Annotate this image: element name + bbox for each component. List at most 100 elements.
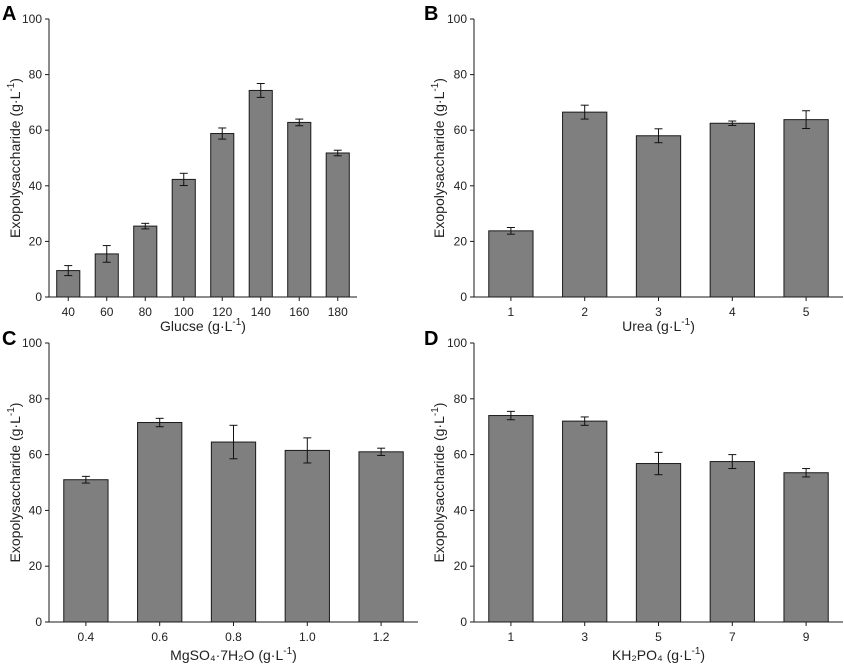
x-tick-label: 5 bbox=[655, 630, 662, 644]
y-tick-label: 0 bbox=[460, 290, 467, 304]
y-tick-label: 40 bbox=[29, 179, 43, 193]
x-tick-label: 1.2 bbox=[373, 630, 390, 644]
x-tick-label: 80 bbox=[139, 305, 153, 319]
bar bbox=[133, 225, 158, 298]
x-axis-title: Glucse (g·L-1) bbox=[160, 317, 246, 334]
bar bbox=[635, 135, 682, 298]
bar bbox=[562, 420, 608, 623]
y-axis-title-close: ) bbox=[7, 403, 23, 408]
x-tick-label: 3 bbox=[655, 305, 662, 319]
y-tick-label: 0 bbox=[35, 290, 42, 304]
panel-label: D bbox=[424, 328, 438, 350]
panel-label: A bbox=[2, 3, 16, 25]
y-axis-title: Exopolysaccharide (g·L-1) bbox=[6, 78, 23, 238]
x-tick-label: 5 bbox=[803, 305, 810, 319]
x-axis-title-superscript: -1 bbox=[232, 317, 241, 328]
y-tick-label: 40 bbox=[454, 503, 468, 517]
panel-c: C 0 20 40 60 80 100 0.4 0.6 0.8 1.0 1.2 MgSO₄·7H₂O (… bbox=[2, 328, 418, 663]
bar bbox=[358, 451, 404, 623]
y-axis-title-superscript: -1 bbox=[430, 407, 441, 416]
bar bbox=[325, 152, 350, 298]
x-axis-title-superscript: -1 bbox=[692, 646, 701, 657]
x-tick-label: 9 bbox=[803, 630, 810, 644]
y-axis-title-close: ) bbox=[431, 78, 447, 83]
x-tick-label: 1 bbox=[508, 630, 515, 644]
panel-a: A 0 20 40 60 80 100 40 60 80 100 120 140 160 180 Glucse… bbox=[2, 3, 357, 334]
y-tick-label: 100 bbox=[447, 12, 467, 26]
bar bbox=[63, 479, 109, 623]
x-axis-title: Urea (g·L-1) bbox=[622, 317, 695, 334]
y-tick-label: 20 bbox=[29, 559, 43, 573]
y-tick-label: 20 bbox=[454, 559, 468, 573]
y-axis-title-close: ) bbox=[431, 403, 447, 408]
y-axis-title-close: ) bbox=[7, 78, 23, 83]
bar bbox=[137, 422, 183, 623]
bar bbox=[210, 441, 257, 623]
panel-label: C bbox=[2, 328, 16, 350]
x-tick-label: 60 bbox=[100, 305, 114, 319]
x-axis-title-text: Glucse (g·L bbox=[160, 318, 233, 334]
x-tick-label: 0.4 bbox=[78, 630, 95, 644]
y-tick-label: 40 bbox=[29, 503, 43, 517]
y-tick-label: 80 bbox=[29, 392, 43, 406]
x-tick-label: 7 bbox=[729, 630, 736, 644]
y-tick-label: 60 bbox=[454, 448, 468, 462]
x-tick-label: 4 bbox=[729, 305, 736, 319]
y-axis-title-text: Exopolysaccharide (g·L bbox=[431, 416, 447, 563]
x-tick-label: 3 bbox=[581, 630, 588, 644]
bar bbox=[488, 415, 534, 623]
y-tick-label: 0 bbox=[460, 615, 467, 629]
x-tick-label: 0.8 bbox=[225, 630, 242, 644]
x-axis-title-text: KH₂PO₄ (g·L bbox=[612, 647, 692, 663]
x-axis-title-superscript: -1 bbox=[681, 317, 690, 328]
y-axis-title-text: Exopolysaccharide (g·L bbox=[7, 91, 23, 238]
x-axis-title-close: ) bbox=[690, 318, 695, 334]
bar bbox=[284, 449, 330, 623]
panel-label: B bbox=[424, 3, 438, 25]
x-axis-title-close: ) bbox=[292, 647, 297, 663]
x-tick-label: 0.6 bbox=[151, 630, 168, 644]
bar bbox=[709, 461, 755, 623]
bar bbox=[635, 463, 682, 623]
y-tick-label: 0 bbox=[35, 615, 42, 629]
bar bbox=[287, 121, 312, 298]
bar bbox=[709, 122, 755, 298]
y-axis-title: Exopolysaccharide (g·L-1) bbox=[430, 403, 447, 563]
y-tick-label: 20 bbox=[29, 234, 43, 248]
bar bbox=[488, 230, 534, 298]
x-axis-title-text: MgSO₄·7H₂O (g·L bbox=[170, 647, 283, 663]
x-axis-title-superscript: -1 bbox=[283, 646, 292, 657]
x-axis-title: KH₂PO₄ (g·L-1) bbox=[612, 646, 705, 663]
y-tick-label: 40 bbox=[454, 179, 468, 193]
y-tick-label: 100 bbox=[22, 336, 42, 350]
y-tick-label: 80 bbox=[454, 392, 468, 406]
bar bbox=[248, 89, 273, 298]
y-axis-title-superscript: -1 bbox=[430, 82, 441, 91]
x-axis-title: MgSO₄·7H₂O (g·L-1) bbox=[170, 646, 297, 663]
y-tick-label: 20 bbox=[454, 234, 468, 248]
x-axis-title-close: ) bbox=[700, 647, 705, 663]
bar bbox=[783, 119, 829, 298]
x-tick-label: 100 bbox=[174, 305, 194, 319]
bar bbox=[783, 472, 829, 623]
bar bbox=[562, 111, 608, 298]
bar bbox=[210, 133, 235, 298]
x-tick-label: 180 bbox=[328, 305, 348, 319]
x-tick-label: 40 bbox=[62, 305, 76, 319]
y-axis-title-superscript: -1 bbox=[6, 407, 17, 416]
x-tick-label: 1 bbox=[508, 305, 515, 319]
y-axis-title-text: Exopolysaccharide (g·L bbox=[7, 416, 23, 563]
y-tick-label: 80 bbox=[29, 68, 43, 82]
bar bbox=[171, 178, 196, 298]
y-tick-label: 60 bbox=[29, 123, 43, 137]
x-axis-title-text: Urea (g·L bbox=[622, 318, 681, 334]
x-tick-label: 120 bbox=[212, 305, 232, 319]
x-tick-label: 160 bbox=[289, 305, 309, 319]
y-axis-title: Exopolysaccharide (g·L-1) bbox=[6, 403, 23, 563]
y-axis-title-superscript: -1 bbox=[6, 82, 17, 91]
y-tick-label: 60 bbox=[29, 448, 43, 462]
x-axis-title-close: ) bbox=[241, 318, 246, 334]
